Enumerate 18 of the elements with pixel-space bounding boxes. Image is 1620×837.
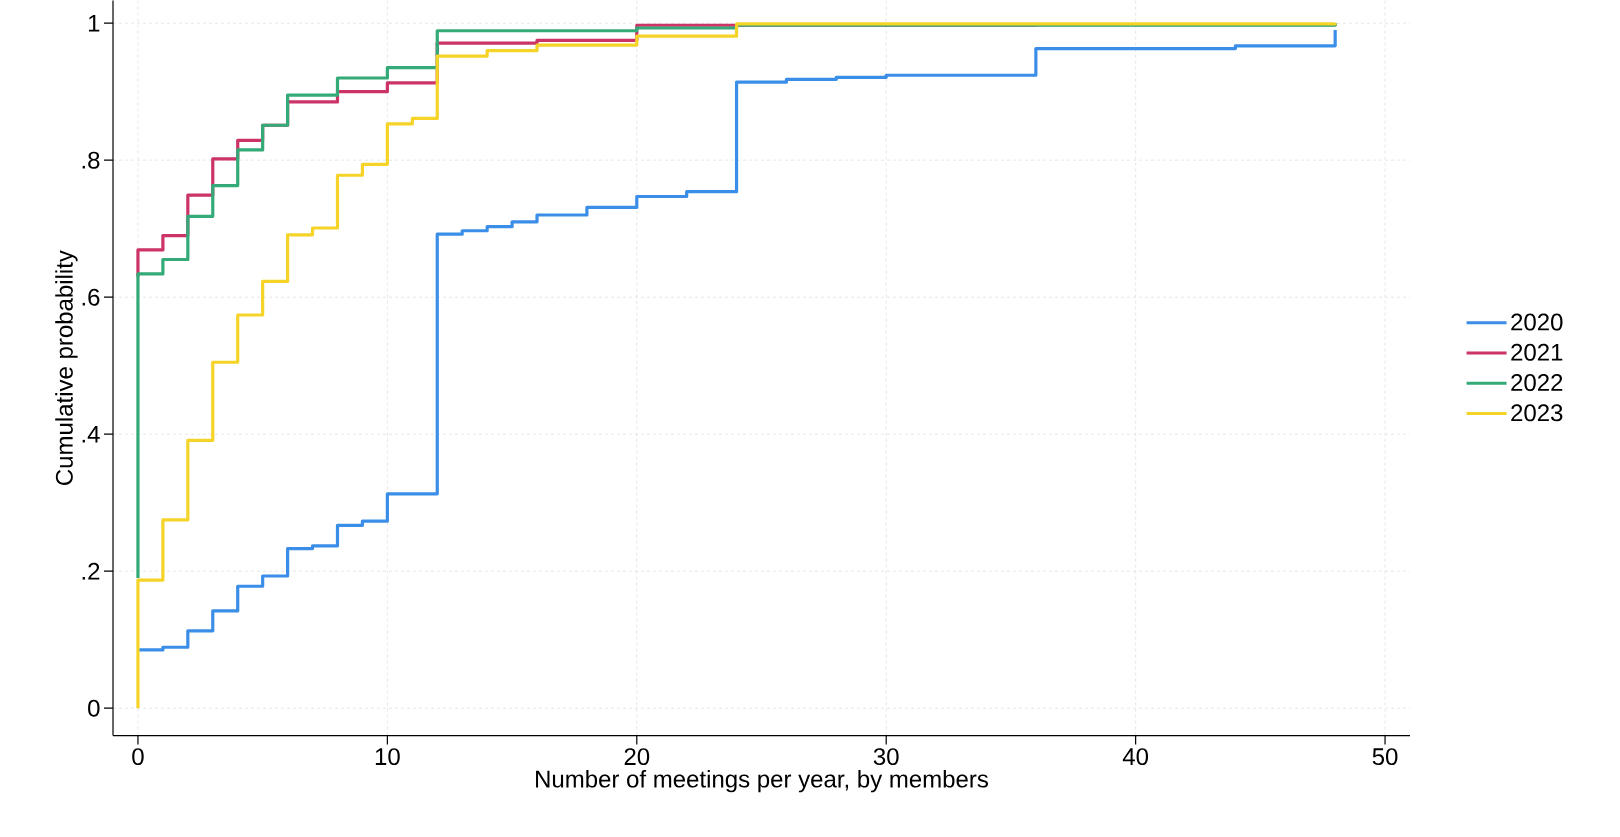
x-tick-label: 40 — [1122, 748, 1149, 766]
y-tick-label: .6 — [82, 288, 100, 306]
legend-label: 2022 — [1511, 374, 1563, 392]
x-tick-label: 50 — [1372, 748, 1398, 766]
x-tick-label: 10 — [375, 748, 400, 766]
x-tick-label: 0 — [132, 748, 144, 766]
y-axis-title: Cumulative probability — [55, 250, 78, 486]
y-tick-label: 1 — [88, 15, 100, 32]
legend-label: 2023 — [1511, 404, 1563, 422]
y-tick-label: .2 — [82, 563, 100, 580]
y-tick-label: .4 — [82, 426, 100, 443]
x-axis-title: Number of meetings per year, by members — [536, 770, 988, 793]
legend-label: 2021 — [1511, 344, 1563, 362]
x-tick-label: 20 — [624, 748, 650, 766]
legend-label: 2020 — [1511, 313, 1563, 331]
y-tick-label: 0 — [88, 699, 100, 717]
x-tick-label: 30 — [873, 748, 899, 766]
y-tick-label: .8 — [82, 151, 100, 169]
